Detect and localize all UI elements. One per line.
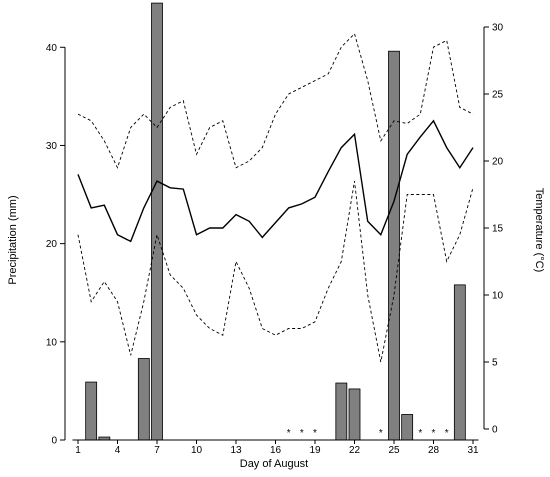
precip-bar-day-2 (85, 381, 98, 441)
x-tick-label-13: 13 (230, 445, 242, 456)
temperature-mean-line (77, 119, 474, 243)
temperature-min-line (77, 181, 474, 363)
x-tick-label-4: 4 (115, 445, 121, 456)
left-axis-title: Precipitation (mm) (7, 195, 19, 284)
x-tick-label-31: 31 (467, 445, 479, 456)
precip-bar-day-26 (401, 414, 414, 441)
trace-marker-day-29: * (445, 428, 449, 439)
trace-marker-day-24: * (379, 428, 383, 439)
right-tick-label-30: 30 (492, 23, 504, 34)
left-tick-label-20: 20 (46, 239, 58, 250)
x-axis: 1 4 7 10 13 16 19 22 25 28 31 (75, 439, 479, 456)
precip-bar-day-21 (335, 382, 348, 441)
left-tick-label-40: 40 (46, 43, 58, 54)
right-tick-label-0: 0 (492, 425, 498, 436)
precip-bar-day-30 (453, 284, 466, 441)
precip-bar-day-22 (348, 388, 361, 441)
temperature-lines-layer (77, 32, 474, 363)
precip-bar-day-7 (151, 2, 163, 441)
x-tick-label-28: 28 (428, 445, 440, 456)
bars-layer (72, 2, 479, 441)
right-axis-title: Temperature (°C) (533, 188, 545, 272)
right-axis: 0 5 10 15 20 25 30 (483, 23, 504, 436)
x-tick-label-7: 7 (154, 445, 160, 456)
right-tick-label-20: 20 (492, 157, 504, 168)
left-tick-label-0: 0 (51, 436, 57, 447)
trace-markers-layer: * * * * * * * (287, 428, 449, 439)
trace-marker-day-17: * (287, 428, 291, 439)
trace-marker-day-18: * (300, 428, 304, 439)
trace-marker-day-28: * (432, 428, 436, 439)
trace-marker-day-27: * (418, 428, 422, 439)
x-axis-title: Day of August (240, 458, 309, 470)
x-tick-label-19: 19 (309, 445, 321, 456)
right-tick-label-10: 10 (492, 291, 504, 302)
trace-marker-day-19: * (313, 428, 317, 439)
right-tick-label-5: 5 (492, 358, 498, 369)
left-axis: 0 10 20 30 40 (46, 43, 66, 447)
x-tick-label-16: 16 (270, 445, 282, 456)
x-tick-label-25: 25 (388, 445, 400, 456)
right-tick-label-15: 15 (492, 224, 504, 235)
temperature-max-line (77, 32, 474, 169)
left-tick-label-30: 30 (46, 141, 58, 152)
right-tick-label-25: 25 (492, 90, 504, 101)
precip-bar-day-25 (388, 50, 400, 441)
x-tick-label-22: 22 (349, 445, 361, 456)
precip-bar-day-6 (137, 358, 150, 441)
left-tick-label-10: 10 (46, 337, 58, 348)
x-tick-label-10: 10 (191, 445, 203, 456)
x-tick-label-1: 1 (75, 445, 81, 456)
